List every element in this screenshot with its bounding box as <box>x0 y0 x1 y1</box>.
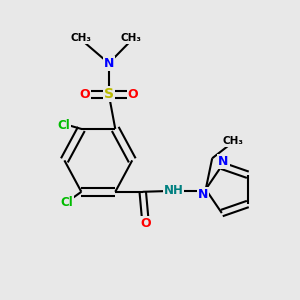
Text: Cl: Cl <box>57 119 70 132</box>
Text: O: O <box>140 217 151 230</box>
Text: Cl: Cl <box>60 196 73 209</box>
Text: O: O <box>79 88 90 101</box>
Text: N: N <box>218 155 229 168</box>
Text: S: S <box>104 87 114 101</box>
Text: CH₃: CH₃ <box>223 136 244 146</box>
Text: N: N <box>103 57 114 70</box>
Text: N: N <box>198 188 208 201</box>
Text: O: O <box>128 88 138 101</box>
Text: NH: NH <box>164 184 183 197</box>
Text: CH₃: CH₃ <box>121 33 142 43</box>
Text: CH₃: CH₃ <box>71 33 92 43</box>
